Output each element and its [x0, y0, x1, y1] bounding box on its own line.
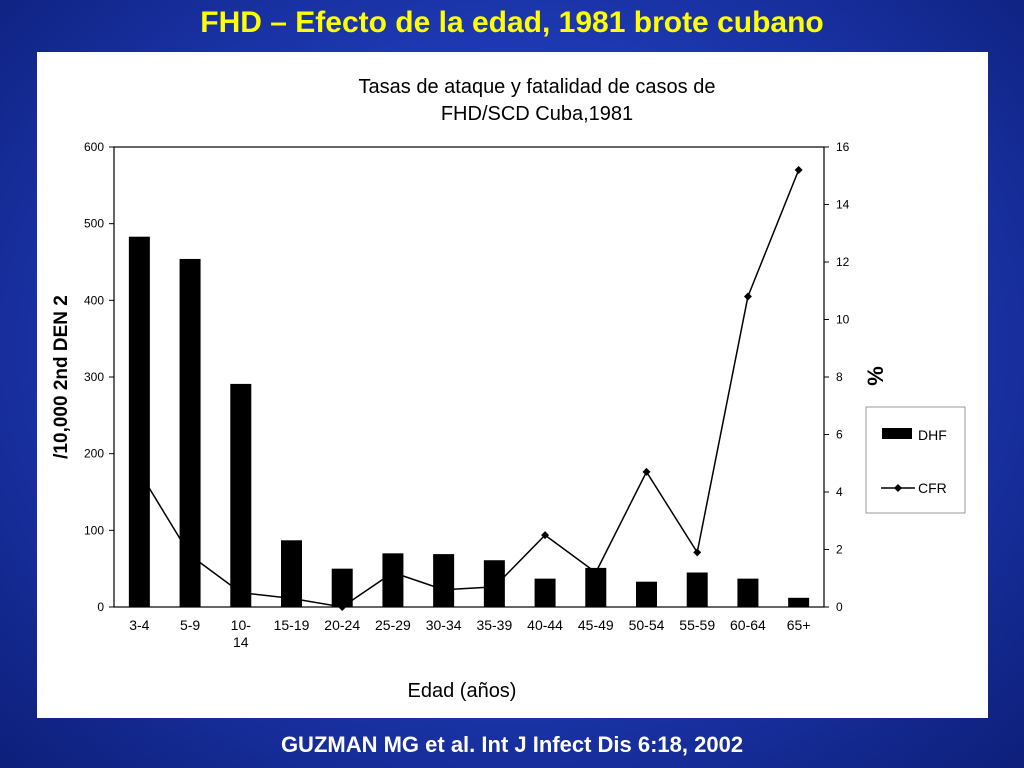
legend-label-cfr: CFR: [918, 480, 947, 496]
point-cfr: [439, 585, 448, 594]
bar-dhf: [331, 568, 353, 607]
x-tick-label: 25-29: [375, 617, 411, 633]
chart-panel: Tasas de ataque y fatalidad de casos de …: [37, 52, 988, 718]
point-cfr: [135, 467, 144, 476]
y-tick-label: 500: [84, 217, 104, 231]
bar-dhf: [281, 540, 302, 607]
x-tick-label: 50-54: [629, 617, 665, 633]
y2-tick-label: 12: [836, 255, 850, 269]
point-cfr: [541, 531, 550, 540]
x-tick-label: 35-39: [476, 617, 512, 633]
x-axis-label: Edad (años): [407, 680, 517, 702]
bar-dhf: [128, 236, 150, 607]
point-cfr: [693, 548, 702, 557]
y2-tick-label: 4: [836, 485, 843, 499]
y2-axis-label: %: [863, 366, 888, 386]
x-tick-label: 55-59: [679, 617, 715, 633]
y-tick-label: 0: [97, 600, 104, 614]
y2-tick-label: 2: [836, 543, 843, 557]
bar-dhf: [585, 567, 607, 607]
y-tick-label: 200: [84, 447, 104, 461]
point-cfr: [794, 166, 803, 174]
point-cfr: [591, 568, 600, 577]
y-tick-label: 100: [84, 523, 104, 537]
y2-tick-label: 10: [836, 313, 850, 327]
citation: GUZMAN MG et al. Int J Infect Dis 6:18, …: [280, 732, 744, 757]
x-tick-label: 10-14: [231, 617, 252, 650]
y2-tick-label: 8: [836, 370, 843, 384]
bar-dhf: [636, 581, 657, 607]
point-cfr: [642, 467, 651, 476]
y2-tick-label: 14: [836, 198, 850, 212]
x-tick-label: 20-24: [324, 617, 360, 633]
point-cfr: [186, 551, 195, 560]
point-cfr: [287, 594, 296, 603]
x-tick-label: 65+: [787, 617, 811, 633]
point-cfr: [743, 292, 752, 301]
bar-dhf: [737, 578, 759, 607]
bar-dhf: [788, 597, 810, 607]
chart-title: Tasas de ataque y fatalidad de casos de …: [277, 74, 797, 128]
legend-label-dhf: DHF: [918, 427, 947, 443]
x-tick-label: 15-19: [274, 617, 310, 633]
legend-box: [865, 406, 966, 514]
x-tick-label: 3-4: [129, 617, 149, 633]
bar-dhf: [382, 553, 404, 607]
x-tick-label: 30-34: [426, 617, 462, 633]
chart-svg: 0 100 200 300 400 500 600 0 2 4 6 8 10 12 14 16/10,000 …: [51, 140, 966, 650]
bar-dhf: [433, 554, 455, 607]
x-tick-label: 40-44: [527, 617, 563, 633]
bar-dhf: [534, 578, 556, 607]
slide-title: FHD – Efecto de la edad, 1981 brote cuba…: [200, 6, 824, 39]
point-cfr: [490, 582, 499, 591]
bar-dhf: [230, 383, 252, 607]
y-axis-label: /10,000 2nd DEN 2: [51, 295, 72, 459]
line-cfr: [138, 169, 800, 608]
x-tick-label: 5-9: [180, 617, 200, 633]
y-tick-label: 400: [84, 293, 104, 307]
chart-title-line-1: Tasas de ataque y fatalidad de casos de: [358, 76, 716, 98]
y2-tick-label: 0: [836, 600, 843, 614]
legend-marker-cfr: [894, 484, 902, 492]
bar-dhf: [179, 258, 201, 607]
x-tick-label: 60-64: [730, 617, 766, 633]
y2-tick-label: 16: [836, 140, 850, 154]
plot-frame: [113, 146, 825, 608]
legend-swatch-dhf: [882, 428, 912, 439]
y2-tick-label: 6: [836, 428, 843, 442]
point-cfr: [338, 603, 347, 611]
x-tick-label: 45-49: [578, 617, 614, 633]
y-tick-label: 600: [84, 140, 104, 154]
chart-title-line-2: FHD/SCD Cuba,1981: [440, 103, 634, 125]
bar-dhf: [686, 572, 708, 607]
point-cfr: [388, 568, 397, 577]
y-tick-label: 300: [84, 370, 104, 384]
point-cfr: [236, 588, 245, 597]
